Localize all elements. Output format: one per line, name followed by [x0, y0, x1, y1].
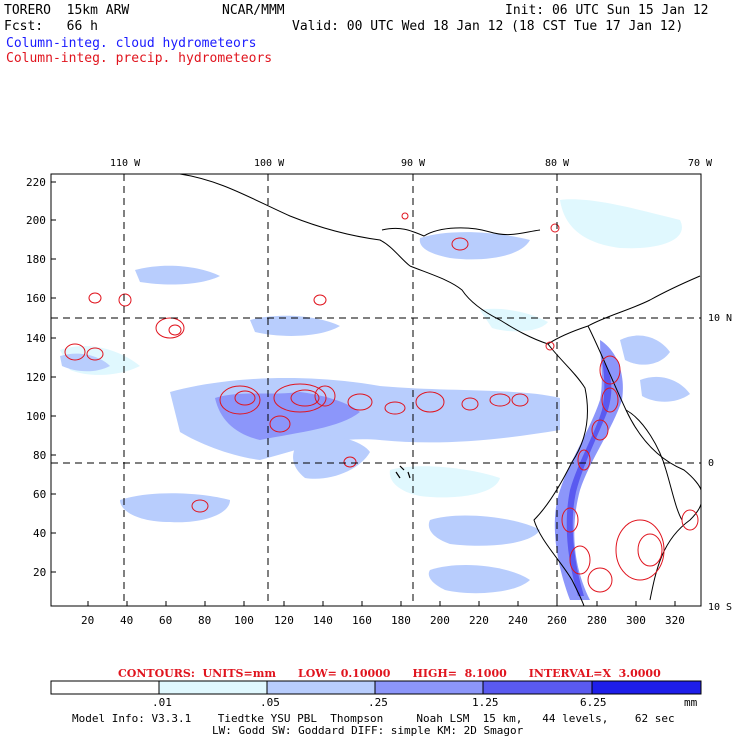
colorbar-bin-5	[591, 680, 702, 695]
y-tick-label: 80	[33, 449, 47, 462]
lon-label-110w: 110 W	[110, 158, 141, 169]
contour-low: LOW= 0.10000	[297, 667, 391, 680]
x-tick-label: 320	[665, 614, 685, 627]
x-tick-label: 120	[274, 614, 294, 627]
colorbar-label: 1.25	[472, 696, 499, 709]
field-cloud-label: Column-integ. cloud hydrometeors	[6, 36, 257, 51]
y-tick-label: 60	[33, 488, 47, 501]
model-info-line1: Model Info: V3.3.1 Tiedtke YSU PBL Thomp…	[72, 712, 675, 725]
y-tick-label: 160	[26, 292, 46, 305]
colorbar-unit: mm	[684, 696, 698, 709]
precip-contours	[64, 212, 699, 593]
y-tick-label: 200	[26, 214, 46, 227]
x-tick-label: 40	[120, 614, 134, 627]
colorbar-label: 6.25	[580, 696, 607, 709]
center-name: NCAR/MMM	[222, 3, 285, 18]
model-info-line2: LW: Godd SW: Goddard DIFF: simple KM: 2D…	[212, 724, 524, 737]
y-tick-label: 120	[26, 371, 46, 384]
lon-label-80w: 80 W	[545, 158, 570, 169]
model-name: TORERO 15km ARW	[4, 3, 130, 18]
x-tick-label: 160	[352, 614, 372, 627]
x-tick-label: 280	[587, 614, 607, 627]
lat-label-10n: 10 N	[708, 313, 733, 324]
y-tick-label: 220	[26, 176, 46, 189]
grid-lines	[51, 174, 701, 606]
contour-interval: INTERVAL=X 3.0000	[528, 667, 661, 680]
x-tick-label: 60	[159, 614, 173, 627]
lat-label-0: 0	[708, 458, 715, 469]
y-tick-label: 180	[26, 253, 46, 266]
colorbar-bin-0	[50, 680, 160, 695]
y-tick-marks	[51, 181, 56, 573]
colorbar-label: .05	[260, 696, 280, 709]
x-tick-label: 260	[547, 614, 567, 627]
x-tick-label: 220	[469, 614, 489, 627]
contour-high: HIGH= 8.1000	[412, 667, 507, 680]
x-tick-label: 240	[508, 614, 528, 627]
colorbar-label: .25	[368, 696, 388, 709]
lon-label-90w: 90 W	[401, 158, 426, 169]
colorbar-label: .01	[152, 696, 172, 709]
x-tick-label: 180	[391, 614, 411, 627]
lon-label-70w: 70 W	[688, 158, 713, 169]
y-tick-label: 20	[33, 566, 47, 579]
init-time: Init: 06 UTC Sun 15 Jan 12	[505, 3, 709, 18]
field-precip-label: Column-integ. precip. hydrometeors	[6, 51, 273, 66]
contour-units: CONTOURS: UNITS=mm	[118, 667, 276, 680]
y-tick-label: 40	[33, 527, 47, 540]
x-tick-label: 80	[198, 614, 212, 627]
x-tick-marks	[87, 601, 676, 606]
y-tick-label: 140	[26, 332, 46, 345]
contour-info: CONTOURS: UNITS=mm LOW= 0.10000 HIGH= 8.10…	[118, 667, 683, 680]
x-tick-label: 20	[81, 614, 95, 627]
colorbar	[50, 680, 702, 695]
colorbar-bin-4	[482, 680, 593, 695]
colorbar-bin-2	[266, 680, 376, 695]
x-tick-label: 100	[234, 614, 254, 627]
x-tick-label: 300	[626, 614, 646, 627]
lat-label-10s: 10 S	[708, 602, 733, 613]
colorbar-bin-3	[374, 680, 484, 695]
x-tick-label: 140	[313, 614, 333, 627]
y-tick-label: 100	[26, 410, 46, 423]
lon-label-100w: 100 W	[254, 158, 285, 169]
colorbar-bin-1	[158, 680, 268, 695]
valid-time: Valid: 00 UTC Wed 18 Jan 12 (18 CST Tue …	[292, 19, 684, 34]
coastlines	[179, 173, 702, 607]
x-tick-label: 200	[430, 614, 450, 627]
forecast-hour: Fcst: 66 h	[4, 19, 98, 34]
